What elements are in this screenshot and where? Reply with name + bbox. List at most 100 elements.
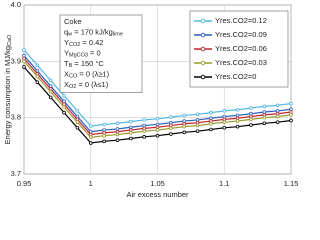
- marker: [169, 115, 173, 119]
- marker: [129, 128, 133, 132]
- marker: [289, 113, 293, 117]
- marker: [35, 63, 40, 68]
- marker: [142, 123, 146, 128]
- marker: [102, 139, 106, 144]
- marker: [75, 120, 80, 124]
- marker: [235, 113, 240, 118]
- marker: [195, 120, 200, 125]
- marker: [235, 119, 240, 123]
- x-tick-label: 1.05: [150, 179, 165, 188]
- legend-label: Yres.CO2=0.09: [215, 30, 267, 39]
- marker: [222, 117, 227, 122]
- legend-marker: [200, 46, 206, 52]
- legend-label: Yres.CO2=0.06: [215, 44, 267, 53]
- marker: [275, 120, 280, 124]
- marker: [289, 118, 293, 123]
- marker: [169, 132, 173, 136]
- marker: [62, 93, 66, 98]
- x-tick-label: 1.15: [284, 179, 299, 188]
- text-segment: = 0 (λ≤1): [76, 80, 108, 89]
- text-segment: Coke: [64, 17, 82, 26]
- marker: [115, 138, 120, 143]
- marker: [129, 125, 133, 130]
- marker: [48, 89, 53, 94]
- marker: [195, 112, 200, 117]
- annotation-line: YCO2 = 0.42: [64, 38, 103, 48]
- marker: [35, 80, 40, 84]
- marker: [289, 110, 293, 114]
- subscript: CaO: [7, 34, 13, 46]
- marker: [48, 95, 53, 100]
- annotation-line: Coke: [64, 17, 82, 26]
- text-segment: Energy consumption in MJ/kg: [3, 46, 12, 144]
- marker: [102, 131, 106, 135]
- marker: [155, 133, 160, 138]
- marker: [275, 103, 280, 108]
- marker: [129, 136, 133, 141]
- marker: [222, 120, 227, 124]
- x-tick-label: 0.95: [17, 179, 32, 188]
- marker: [75, 126, 80, 130]
- marker: [155, 122, 160, 127]
- marker: [22, 48, 26, 52]
- marker: [169, 123, 173, 128]
- marker: [62, 110, 66, 115]
- marker: [169, 120, 173, 125]
- marker: [235, 107, 240, 112]
- marker: [289, 107, 293, 112]
- marker: [262, 104, 267, 109]
- y-tick-label: 3.7: [11, 169, 21, 178]
- marker: [142, 135, 146, 139]
- legend-marker: [200, 18, 206, 24]
- marker: [249, 111, 253, 116]
- marker: [142, 118, 146, 122]
- marker: [249, 106, 253, 110]
- marker: [222, 126, 227, 130]
- marker: [115, 132, 120, 137]
- marker: [88, 124, 93, 128]
- marker: [182, 124, 187, 129]
- marker: [275, 114, 280, 119]
- legend-marker: [200, 60, 206, 66]
- legend-label: Yres.CO2=0.12: [215, 16, 267, 25]
- marker: [262, 121, 267, 126]
- y-tick-label: 4.0: [11, 0, 21, 9]
- marker: [182, 113, 187, 118]
- marker: [182, 130, 187, 135]
- marker: [155, 116, 160, 121]
- marker: [195, 123, 200, 128]
- marker: [75, 109, 80, 113]
- text-segment: = 170 kJ/kg: [72, 27, 113, 36]
- marker: [195, 129, 200, 133]
- marker: [209, 119, 213, 123]
- text-segment: = 150 °C: [72, 59, 104, 68]
- marker: [102, 133, 106, 138]
- text-segment: X: [64, 80, 69, 89]
- marker: [289, 101, 293, 106]
- subscript: O2: [69, 84, 76, 90]
- text-segment: = 0 (λ≥1): [77, 69, 109, 78]
- subscript: lime: [113, 32, 123, 38]
- text-segment: Y: [64, 38, 69, 47]
- marker: [115, 121, 120, 126]
- marker: [142, 126, 146, 131]
- legend-label: Yres.CO2=0.03: [215, 58, 267, 67]
- marker: [22, 53, 26, 58]
- marker: [209, 127, 213, 132]
- text-segment: q: [64, 27, 68, 36]
- marker: [209, 122, 213, 126]
- marker: [235, 116, 240, 121]
- marker: [155, 125, 160, 130]
- marker: [249, 123, 253, 127]
- marker: [115, 127, 120, 131]
- annotation-line: XCO = 0 (λ≥1): [64, 69, 110, 79]
- marker: [35, 74, 40, 79]
- marker: [48, 78, 53, 83]
- marker: [22, 56, 26, 61]
- text-segment: X: [64, 69, 69, 78]
- marker: [262, 110, 267, 114]
- text-segment: T: [64, 59, 69, 68]
- marker: [155, 128, 160, 132]
- marker: [88, 141, 93, 145]
- subscript: MgCO3: [69, 53, 88, 59]
